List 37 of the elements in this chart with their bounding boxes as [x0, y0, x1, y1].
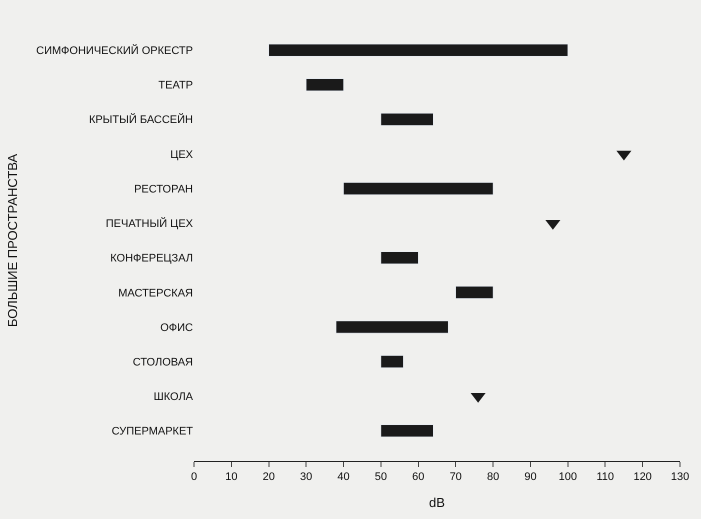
bar: [343, 182, 494, 195]
y-tick-label: КРЫТЫЙ БАССЕЙН: [88, 113, 194, 126]
y-axis-title: БОЛЬШИЕ ПРОСТРАНСТВА: [5, 154, 20, 328]
x-tick-label: 100: [558, 471, 578, 484]
y-tick-label: СИМФОНИЧЕСКИЙ ОРКЕСТР: [36, 44, 193, 58]
bar: [380, 424, 434, 438]
x-tick-label: 80: [486, 471, 500, 484]
bar: [380, 113, 434, 126]
bar: [380, 355, 404, 368]
x-tick-label: 110: [596, 471, 614, 484]
x-tick-label: 90: [524, 471, 537, 484]
y-tick-label: ЦЕХ: [170, 148, 194, 161]
x-tick-label: 60: [412, 471, 424, 484]
x-tick-label: 70: [450, 471, 462, 484]
y-tick-label: РЕСТОРАН: [134, 183, 194, 196]
x-tick-label: 50: [374, 471, 388, 484]
bar: [268, 44, 568, 56]
bar: [455, 286, 494, 299]
y-tick-label: ОФИС: [160, 322, 194, 334]
bar: [336, 320, 448, 334]
x-tick-label: 120: [633, 471, 652, 484]
x-tick-label: 10: [225, 471, 238, 484]
y-tick-label: КОНФЕРЕЦЗАЛ: [110, 252, 193, 265]
y-tick-label: СУПЕРМАРКЕТ: [112, 426, 194, 438]
y-tick-label: ШКОЛА: [154, 391, 194, 404]
x-tick-label: 30: [300, 471, 312, 484]
y-tick-label: ТЕАТР: [158, 80, 193, 92]
y-tick-label: ПЕЧАТНЫЙ ЦЕХ: [106, 217, 194, 230]
x-tick-label: 40: [337, 471, 350, 484]
x-tick-label: 130: [670, 471, 690, 484]
x-tick-label: 0: [190, 471, 198, 484]
x-axis-title: dB: [429, 494, 445, 510]
bar: [306, 78, 344, 92]
y-tick-label: СТОЛОВАЯ: [132, 356, 194, 368]
y-tick-label: МАСТЕРСКАЯ: [118, 287, 194, 300]
x-tick-label: 20: [262, 471, 275, 484]
bar: [380, 252, 419, 264]
